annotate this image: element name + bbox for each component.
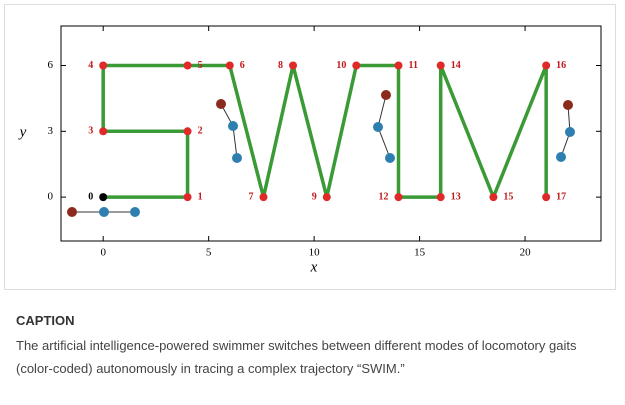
waypoint-label: 3	[88, 126, 93, 137]
waypoint	[289, 61, 298, 70]
waypoint	[542, 193, 551, 202]
waypoint	[352, 61, 361, 70]
waypoint-label: 17	[556, 191, 566, 202]
waypoint	[225, 61, 234, 70]
y-tick-label: 6	[48, 59, 54, 71]
plot-frame	[60, 25, 602, 242]
waypoint	[99, 127, 108, 136]
y-tick-label: 0	[48, 191, 54, 203]
waypoint-label: 6	[240, 60, 245, 71]
waypoint-label: 10	[336, 60, 346, 71]
waypoint	[394, 193, 403, 202]
waypoint	[542, 61, 551, 70]
swimmer	[67, 207, 140, 217]
waypoint-label: 12	[379, 191, 389, 202]
waypoint	[183, 61, 192, 70]
waypoint-label: 5	[198, 60, 203, 71]
y-axis-label: y	[18, 124, 27, 140]
x-tick-label: 20	[520, 247, 532, 259]
trajectory	[101, 63, 548, 199]
waypoint-label: 8	[278, 60, 283, 71]
waypoint	[436, 61, 445, 70]
waypoint	[99, 193, 108, 202]
waypoint-label: 16	[556, 60, 566, 71]
waypoint	[183, 127, 192, 136]
waypoint-label: 15	[503, 191, 513, 202]
caption-text: The artificial intelligence-powered swim…	[16, 338, 577, 376]
y-tick-label: 3	[48, 125, 54, 137]
swimmer	[556, 100, 575, 162]
waypoint	[99, 61, 108, 70]
x-tick-label: 5	[206, 247, 212, 259]
x-axis-label: x	[310, 259, 318, 275]
waypoint	[394, 61, 403, 70]
x-tick-label: 15	[414, 247, 426, 259]
x-tick-label: 10	[309, 247, 321, 259]
waypoint-label: 0	[88, 191, 93, 202]
waypoint-label: 11	[409, 60, 418, 71]
caption-heading: CAPTION	[16, 313, 75, 328]
x-tick-label: 0	[100, 247, 106, 259]
waypoint-label: 9	[312, 191, 317, 202]
figure: x y 0 5 10 15 20 0 3 6 0 1 2 3 4 5 6 7 8 9 10 11 12 13 14 15 16 1…	[4, 4, 616, 290]
waypoint	[259, 193, 268, 202]
waypoint	[322, 193, 331, 202]
swimmer	[216, 99, 242, 163]
waypoint-label: 7	[249, 191, 254, 202]
swimmer	[373, 90, 395, 163]
waypoint-label: 2	[198, 126, 203, 137]
waypoint-label: 14	[451, 60, 461, 71]
waypoint-label: 1	[198, 191, 203, 202]
waypoint-label: 13	[451, 191, 461, 202]
waypoint	[183, 193, 192, 202]
waypoint	[489, 193, 498, 202]
waypoint	[436, 193, 445, 202]
waypoint-label: 4	[88, 60, 93, 71]
